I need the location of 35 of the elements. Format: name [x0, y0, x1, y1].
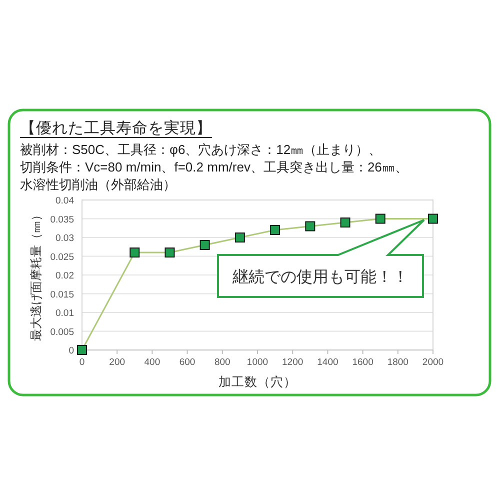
subtitle: 被削材：S50C、工具径：φ6、穴あけ深さ：12㎜（止まり）、切削条件：Vc=80 m/min、f=0.2 mm/rev、工具突き出し量：26㎜、水溶性切削油（外部給油）: [20, 142, 408, 192]
x-tick-label: 400: [144, 357, 160, 368]
x-tick-label: 1400: [317, 357, 338, 368]
x-tick-label: 1200: [282, 357, 304, 368]
annotation: 継続での使用も可能！！: [232, 268, 408, 286]
x-tick-label: 800: [214, 357, 230, 368]
point: [428, 214, 438, 224]
y-tick-label: 0.03: [56, 233, 74, 244]
y-axis-title: 最大逃げ面摩耗量（㎜）: [29, 209, 43, 341]
y-tick-label: 0.035: [50, 214, 74, 226]
point: [270, 225, 280, 235]
y-tick-label: 0: [68, 346, 74, 356]
x-tick-label: 1800: [387, 357, 408, 368]
point: [164, 248, 175, 258]
x-tick-label: 600: [179, 357, 196, 368]
x-tick-label: 200: [109, 357, 126, 368]
y-tick-label: 0.02: [56, 270, 74, 282]
point: [200, 240, 210, 250]
point: [340, 218, 350, 228]
title: 【優れた工具寿命を実現】: [20, 120, 212, 138]
x-tick-label: 2000: [422, 357, 444, 368]
point: [375, 214, 386, 224]
x-tick-label: 1600: [352, 357, 374, 368]
y-tick-label: 0.005: [50, 326, 74, 338]
point: [77, 345, 87, 355]
x-axis-title: 加工数（穴）: [218, 375, 296, 389]
point: [130, 248, 140, 258]
x-tick-label: 0: [79, 357, 85, 368]
y-tick-label: 0.01: [56, 308, 74, 319]
y-tick-label: 0.025: [50, 252, 74, 263]
point: [305, 221, 316, 232]
x-tick-label: 1000: [246, 357, 268, 368]
point: [234, 232, 245, 242]
y-tick-label: 0.015: [50, 289, 74, 300]
y-tick-label: 0.04: [56, 196, 74, 206]
